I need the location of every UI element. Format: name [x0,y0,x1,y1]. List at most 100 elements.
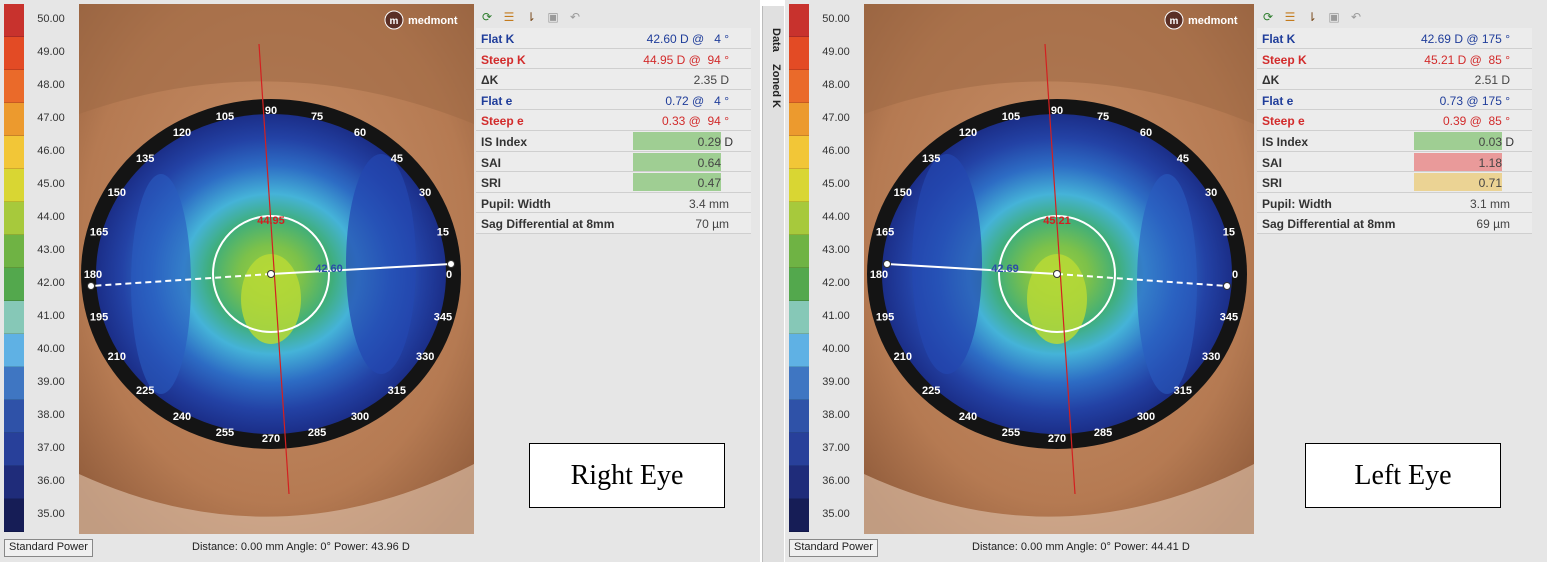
list-icon[interactable]: ☰ [503,10,515,24]
index-row: Flat K 42.69 D @ 175 ° [1257,28,1532,49]
sort-icon[interactable]: ⇂ [1306,10,1318,24]
scale-step: 39.00 [789,367,864,400]
index-value: 0.72 @ 4 ° [665,93,729,108]
side-tabs: Data Zoned K [762,6,784,562]
angle-label: 225 [922,385,940,397]
scale-step: 40.00 [789,334,864,367]
scale-swatch [4,37,24,70]
lower-eyelid [864,464,1254,534]
scale-swatch [789,37,809,70]
index-value: 70 µm [695,217,729,232]
flat-k-label: 42.60 [315,263,343,275]
standard-power-button[interactable]: Standard Power [4,539,93,557]
angle-label: 300 [1137,411,1155,423]
index-value: 2.35 D [693,73,729,88]
index-label: SAI [1262,155,1283,170]
angle-label: 120 [959,127,977,139]
index-row: Pupil: Width 3.4 mm [476,192,751,214]
medmont-logo: m medmont [384,10,458,30]
save-icon[interactable]: ▣ [1328,10,1340,24]
undo-icon[interactable]: ↶ [569,10,581,24]
index-value: 42.60 D @ 4 ° [646,32,729,46]
scale-value: 40.00 [822,343,850,355]
scale-swatch [789,235,809,268]
scale-value: 45.00 [822,178,850,190]
index-value: 0.33 @ 94 ° [661,114,729,129]
indices-toolbar: ⟳ ☰ ⇂ ▣ ↶ [476,6,751,28]
scale-value: 41.00 [37,310,65,322]
right-eye-map[interactable]: 44.95 42.60 0 15 30 45 60 75 90 105 120 135 150 165 18… [79,4,474,534]
scale-step: 40.00 [4,334,79,367]
scale-swatch [4,103,24,136]
cursor-status: Distance: 0.00 mm Angle: 0° Power: 44.41… [972,541,1190,553]
index-value: 3.1 mm [1469,196,1510,211]
index-value: 1.18 [1478,155,1502,170]
scale-swatch [789,367,809,400]
steep-meridian [1044,43,1076,495]
angle-label: 330 [1202,351,1220,363]
scale-swatch [4,169,24,202]
scale-swatch [789,433,809,466]
angle-label: 45 [1177,153,1189,165]
index-label: Steep K [481,52,526,67]
angle-label: 345 [1220,311,1238,323]
angle-label: 345 [434,311,452,323]
index-label: Pupil: Width [1262,196,1332,211]
angle-label: 210 [108,351,126,363]
sort-icon[interactable]: ⇂ [525,10,537,24]
angle-label: 270 [1048,433,1066,445]
scale-value: 38.00 [37,409,65,421]
angle-label: 90 [1051,105,1063,117]
save-icon[interactable]: ▣ [547,10,559,24]
scale-value: 48.00 [37,79,65,91]
scale-swatch [789,466,809,499]
scale-value: 40.00 [37,343,65,355]
angle-label: 135 [922,153,940,165]
tab-zoned-k[interactable]: Zoned K [770,64,782,108]
undo-icon[interactable]: ↶ [1350,10,1362,24]
scale-value: 39.00 [37,376,65,388]
scale-swatch [789,4,809,37]
scale-step: 37.00 [4,433,79,466]
left-eye-indices: ⟳ ☰ ⇂ ▣ ↶ Flat K 42.69 D @ 175 ° Steep K 45… [1257,6,1532,234]
lower-eyelid [79,464,474,534]
logo-letter: m [1170,16,1179,27]
angle-label: 195 [876,311,894,323]
upper-eyelid [864,4,1254,124]
side-band [346,154,416,374]
scale-value: 44.00 [822,211,850,223]
refresh-icon[interactable]: ⟳ [1262,10,1274,24]
right-eye-indices: ⟳ ☰ ⇂ ▣ ↶ Flat K 42.60 D @ 4 ° Steep K 44.9… [476,6,751,234]
scale-swatch [789,169,809,202]
index-row: SRI 0.47 [476,172,751,193]
tab-data[interactable]: Data [770,28,782,52]
list-icon[interactable]: ☰ [1284,10,1296,24]
angle-label: 240 [959,411,977,423]
index-label: Sag Differential at 8mm [481,217,615,232]
scale-step: 49.00 [4,37,79,70]
scale-swatch [4,499,24,532]
scale-step: 49.00 [789,37,864,70]
index-row: Steep K 45.21 D @ 85 ° [1257,48,1532,70]
scale-swatch [789,136,809,169]
scale-step: 48.00 [789,70,864,103]
angle-label: 150 [108,187,126,199]
angle-label: 150 [894,187,912,199]
left-eye-map[interactable]: 45.21 42.69 0 15 30 45 60 75 90 105 120 135 150 165 18… [864,4,1259,534]
index-value: 0.71 [1478,176,1502,191]
standard-power-button[interactable]: Standard Power [789,539,878,557]
angle-label: 165 [90,227,108,239]
meridian-node [883,260,891,268]
angle-label: 15 [437,227,449,239]
scale-swatch [4,466,24,499]
index-label: IS Index [481,134,528,149]
index-row: SRI 0.71 [1257,172,1532,193]
index-highlight [1414,152,1502,171]
scale-swatch [789,103,809,136]
index-value: 0.29 [697,134,721,149]
medmont-logo: m medmont [1164,10,1238,30]
refresh-icon[interactable]: ⟳ [481,10,493,24]
index-value: 3.4 mm [688,196,729,211]
angle-label: 120 [173,127,191,139]
angle-label: 195 [90,311,108,323]
